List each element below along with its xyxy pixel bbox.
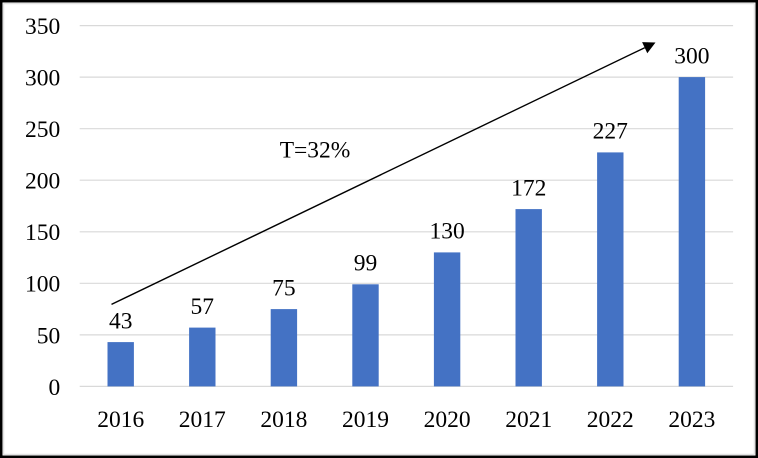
svg-text:2018: 2018 [260, 407, 307, 433]
svg-text:2020: 2020 [424, 407, 471, 433]
svg-text:0: 0 [48, 375, 60, 401]
svg-text:99: 99 [354, 251, 378, 277]
svg-text:250: 250 [25, 117, 60, 143]
svg-text:172: 172 [511, 175, 546, 201]
svg-text:130: 130 [429, 219, 464, 245]
svg-text:57: 57 [191, 294, 215, 320]
svg-text:227: 227 [593, 119, 629, 145]
svg-text:T=32%: T=32% [280, 137, 351, 163]
svg-text:43: 43 [109, 308, 133, 334]
svg-text:300: 300 [25, 66, 60, 92]
svg-text:100: 100 [25, 272, 60, 298]
svg-text:300: 300 [674, 43, 709, 69]
svg-text:2021: 2021 [505, 407, 552, 433]
svg-text:200: 200 [25, 169, 60, 195]
svg-text:2023: 2023 [668, 407, 715, 433]
svg-text:2017: 2017 [179, 407, 226, 433]
svg-text:75: 75 [272, 275, 296, 301]
svg-text:50: 50 [37, 323, 61, 349]
svg-text:150: 150 [25, 220, 60, 246]
svg-text:350: 350 [25, 14, 60, 40]
svg-text:2022: 2022 [587, 407, 634, 433]
svg-text:2016: 2016 [97, 407, 144, 433]
svg-text:2019: 2019 [342, 407, 389, 433]
